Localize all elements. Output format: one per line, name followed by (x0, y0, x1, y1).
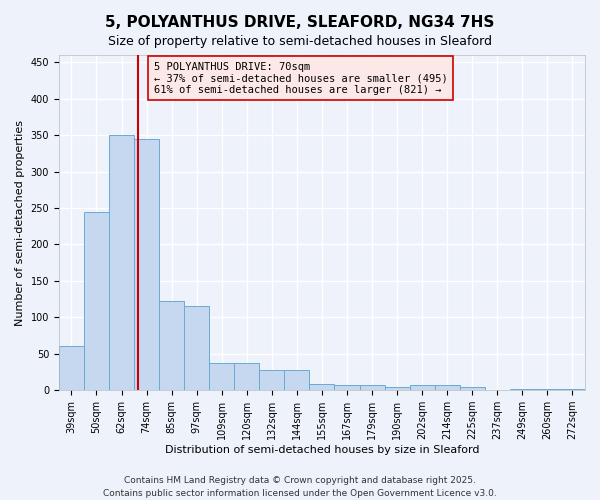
Bar (460, 386, 485, 390)
Bar (84, 212, 109, 390)
Bar (259, 370, 284, 390)
Bar (109, 135, 134, 390)
Bar (134, 139, 159, 390)
Bar (59, 346, 84, 390)
Bar (560, 389, 585, 390)
Y-axis label: Number of semi-detached properties: Number of semi-detached properties (15, 120, 25, 326)
Bar (234, 362, 259, 390)
Bar (184, 306, 209, 390)
Text: 5, POLYANTHUS DRIVE, SLEAFORD, NG34 7HS: 5, POLYANTHUS DRIVE, SLEAFORD, NG34 7HS (106, 15, 494, 30)
Bar (434, 385, 460, 390)
Bar (510, 389, 535, 390)
Bar (284, 370, 310, 390)
Bar (385, 386, 410, 390)
Bar (535, 389, 560, 390)
Bar (159, 300, 184, 390)
Bar (410, 385, 434, 390)
Text: Contains HM Land Registry data © Crown copyright and database right 2025.
Contai: Contains HM Land Registry data © Crown c… (103, 476, 497, 498)
Text: Size of property relative to semi-detached houses in Sleaford: Size of property relative to semi-detach… (108, 35, 492, 48)
Bar (310, 384, 334, 390)
Bar (209, 362, 234, 390)
X-axis label: Distribution of semi-detached houses by size in Sleaford: Distribution of semi-detached houses by … (165, 445, 479, 455)
Bar (359, 385, 385, 390)
Bar (334, 385, 359, 390)
Text: 5 POLYANTHUS DRIVE: 70sqm
← 37% of semi-detached houses are smaller (495)
61% of: 5 POLYANTHUS DRIVE: 70sqm ← 37% of semi-… (154, 62, 448, 95)
